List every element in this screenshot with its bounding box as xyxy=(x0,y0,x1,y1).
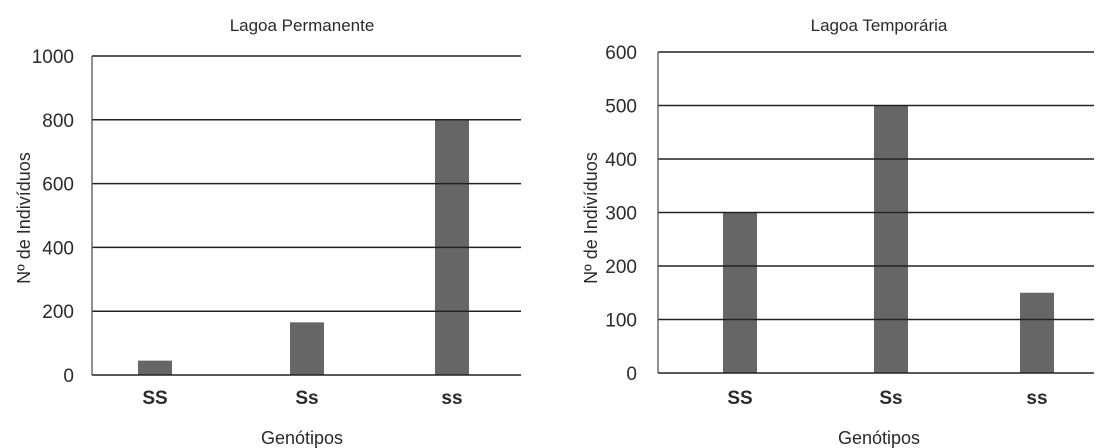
y-axis-label: Nº de Indivíduos xyxy=(581,152,601,284)
chart-lagoa-permanente: Lagoa Permanente Genótipos Nº de Indivíd… xyxy=(14,16,521,448)
x-tick-labels: SS Ss ss xyxy=(142,388,462,409)
bars xyxy=(723,105,1054,373)
y-tick-labels: 0 200 400 600 800 1000 xyxy=(32,47,74,387)
x-axis-label: Genótipos xyxy=(261,428,343,448)
y-tick-label: 400 xyxy=(605,150,637,171)
gridlines xyxy=(658,51,1094,321)
x-axis-label: Genótipos xyxy=(838,428,920,448)
chart-title: Lagoa Temporária xyxy=(811,16,948,35)
y-tick-label: 600 xyxy=(42,175,74,196)
y-tick-labels: 0 100 200 300 400 500 600 xyxy=(605,43,637,385)
y-tick-label: 500 xyxy=(605,97,637,118)
bar-ss xyxy=(138,360,172,375)
y-tick-label: 100 xyxy=(605,311,637,332)
bar-ss xyxy=(723,212,757,373)
bar-ss xyxy=(290,322,324,375)
x-tick-label-ss: ss xyxy=(441,388,462,409)
y-tick-label: 1000 xyxy=(32,47,74,68)
y-tick-label: 0 xyxy=(63,366,74,387)
chart-lagoa-temporaria: Lagoa Temporária Genótipos Nº de Indivíd… xyxy=(581,16,1094,448)
x-tick-label-ss: SS xyxy=(142,388,167,409)
x-tick-label-ss: Ss xyxy=(295,388,318,409)
bar-ss xyxy=(1020,292,1054,373)
y-axis-label: Nº de Indivíduos xyxy=(14,152,34,284)
y-tick-label: 800 xyxy=(42,111,74,132)
x-tick-label-ss: ss xyxy=(1026,388,1047,409)
bar-ss xyxy=(874,105,908,373)
y-tick-label: 300 xyxy=(605,204,637,225)
y-tick-label: 200 xyxy=(42,302,74,323)
gridlines xyxy=(92,55,521,312)
y-tick-label: 0 xyxy=(626,364,637,385)
chart-title: Lagoa Permanente xyxy=(230,16,375,35)
y-tick-label: 200 xyxy=(605,257,637,278)
x-tick-label-ss: Ss xyxy=(879,388,902,409)
x-tick-labels: SS Ss ss xyxy=(727,388,1047,409)
x-tick-label-ss: SS xyxy=(727,388,752,409)
y-tick-label: 600 xyxy=(605,43,637,64)
y-tick-label: 400 xyxy=(42,238,74,259)
